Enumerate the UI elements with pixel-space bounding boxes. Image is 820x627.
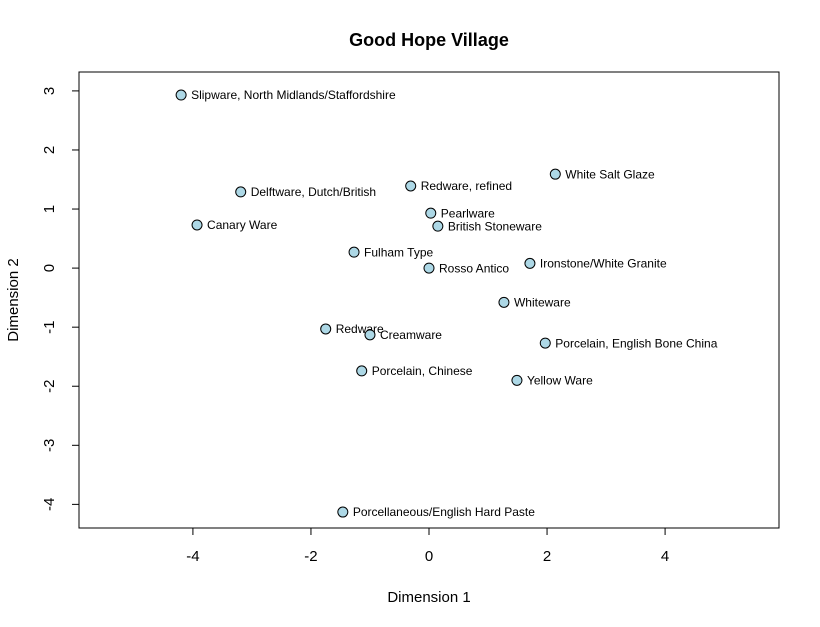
- x-tick-label: -2: [304, 548, 317, 565]
- point-label: Canary Ware: [207, 218, 278, 232]
- point-label: Porcelain, Chinese: [372, 364, 473, 378]
- point-label: Pearlware: [441, 206, 495, 220]
- chart-title: Good Hope Village: [349, 30, 509, 50]
- y-tick-label: 3: [41, 87, 58, 95]
- y-tick-label: -1: [41, 320, 58, 333]
- point: [425, 207, 437, 219]
- point: [348, 246, 360, 258]
- point-label: Delftware, Dutch/British: [251, 185, 376, 199]
- point-label: Porcelain, English Bone China: [555, 336, 717, 350]
- point-label: Ironstone/White Granite: [540, 257, 667, 271]
- point: [320, 323, 332, 335]
- x-tick-label: 0: [425, 548, 433, 565]
- x-tick-label: -4: [186, 548, 199, 565]
- y-tick-label: -2: [41, 380, 58, 393]
- point-label: Porcellaneous/English Hard Paste: [353, 505, 535, 519]
- x-tick-label: 4: [661, 548, 669, 565]
- point: [235, 186, 247, 198]
- point-label: Redware, refined: [421, 179, 512, 193]
- point-label: Redware: [336, 322, 384, 336]
- point: [524, 257, 536, 269]
- y-tick-label: 0: [41, 264, 58, 272]
- point: [511, 374, 523, 386]
- y-tick-label: -3: [41, 439, 58, 452]
- point-label: Creamware: [380, 328, 442, 342]
- point: [539, 337, 551, 349]
- point: [337, 506, 349, 518]
- point: [175, 89, 187, 101]
- point-label: British Stoneware: [448, 219, 542, 233]
- point: [191, 219, 203, 231]
- point: [364, 329, 376, 341]
- point: [356, 365, 368, 377]
- point: [432, 220, 444, 232]
- x-axis-label: Dimension 1: [387, 589, 470, 606]
- point: [549, 168, 561, 180]
- y-axis-label: Dimension 2: [5, 258, 22, 341]
- point: [405, 180, 417, 192]
- point-label: Fulham Type: [364, 245, 433, 259]
- point-label: Rosso Antico: [439, 261, 509, 275]
- y-tick-label: 2: [41, 146, 58, 154]
- point-label: Whiteware: [514, 296, 571, 310]
- point-label: Yellow Ware: [527, 374, 593, 388]
- point-label: Slipware, North Midlands/Staffordshire: [191, 88, 396, 102]
- y-tick-label: 1: [41, 205, 58, 213]
- y-tick-label: -4: [41, 498, 58, 511]
- plot-box: [78, 71, 780, 529]
- point: [423, 262, 435, 274]
- point-label: White Salt Glaze: [565, 167, 655, 181]
- x-tick-label: 2: [543, 548, 551, 565]
- point: [498, 296, 510, 308]
